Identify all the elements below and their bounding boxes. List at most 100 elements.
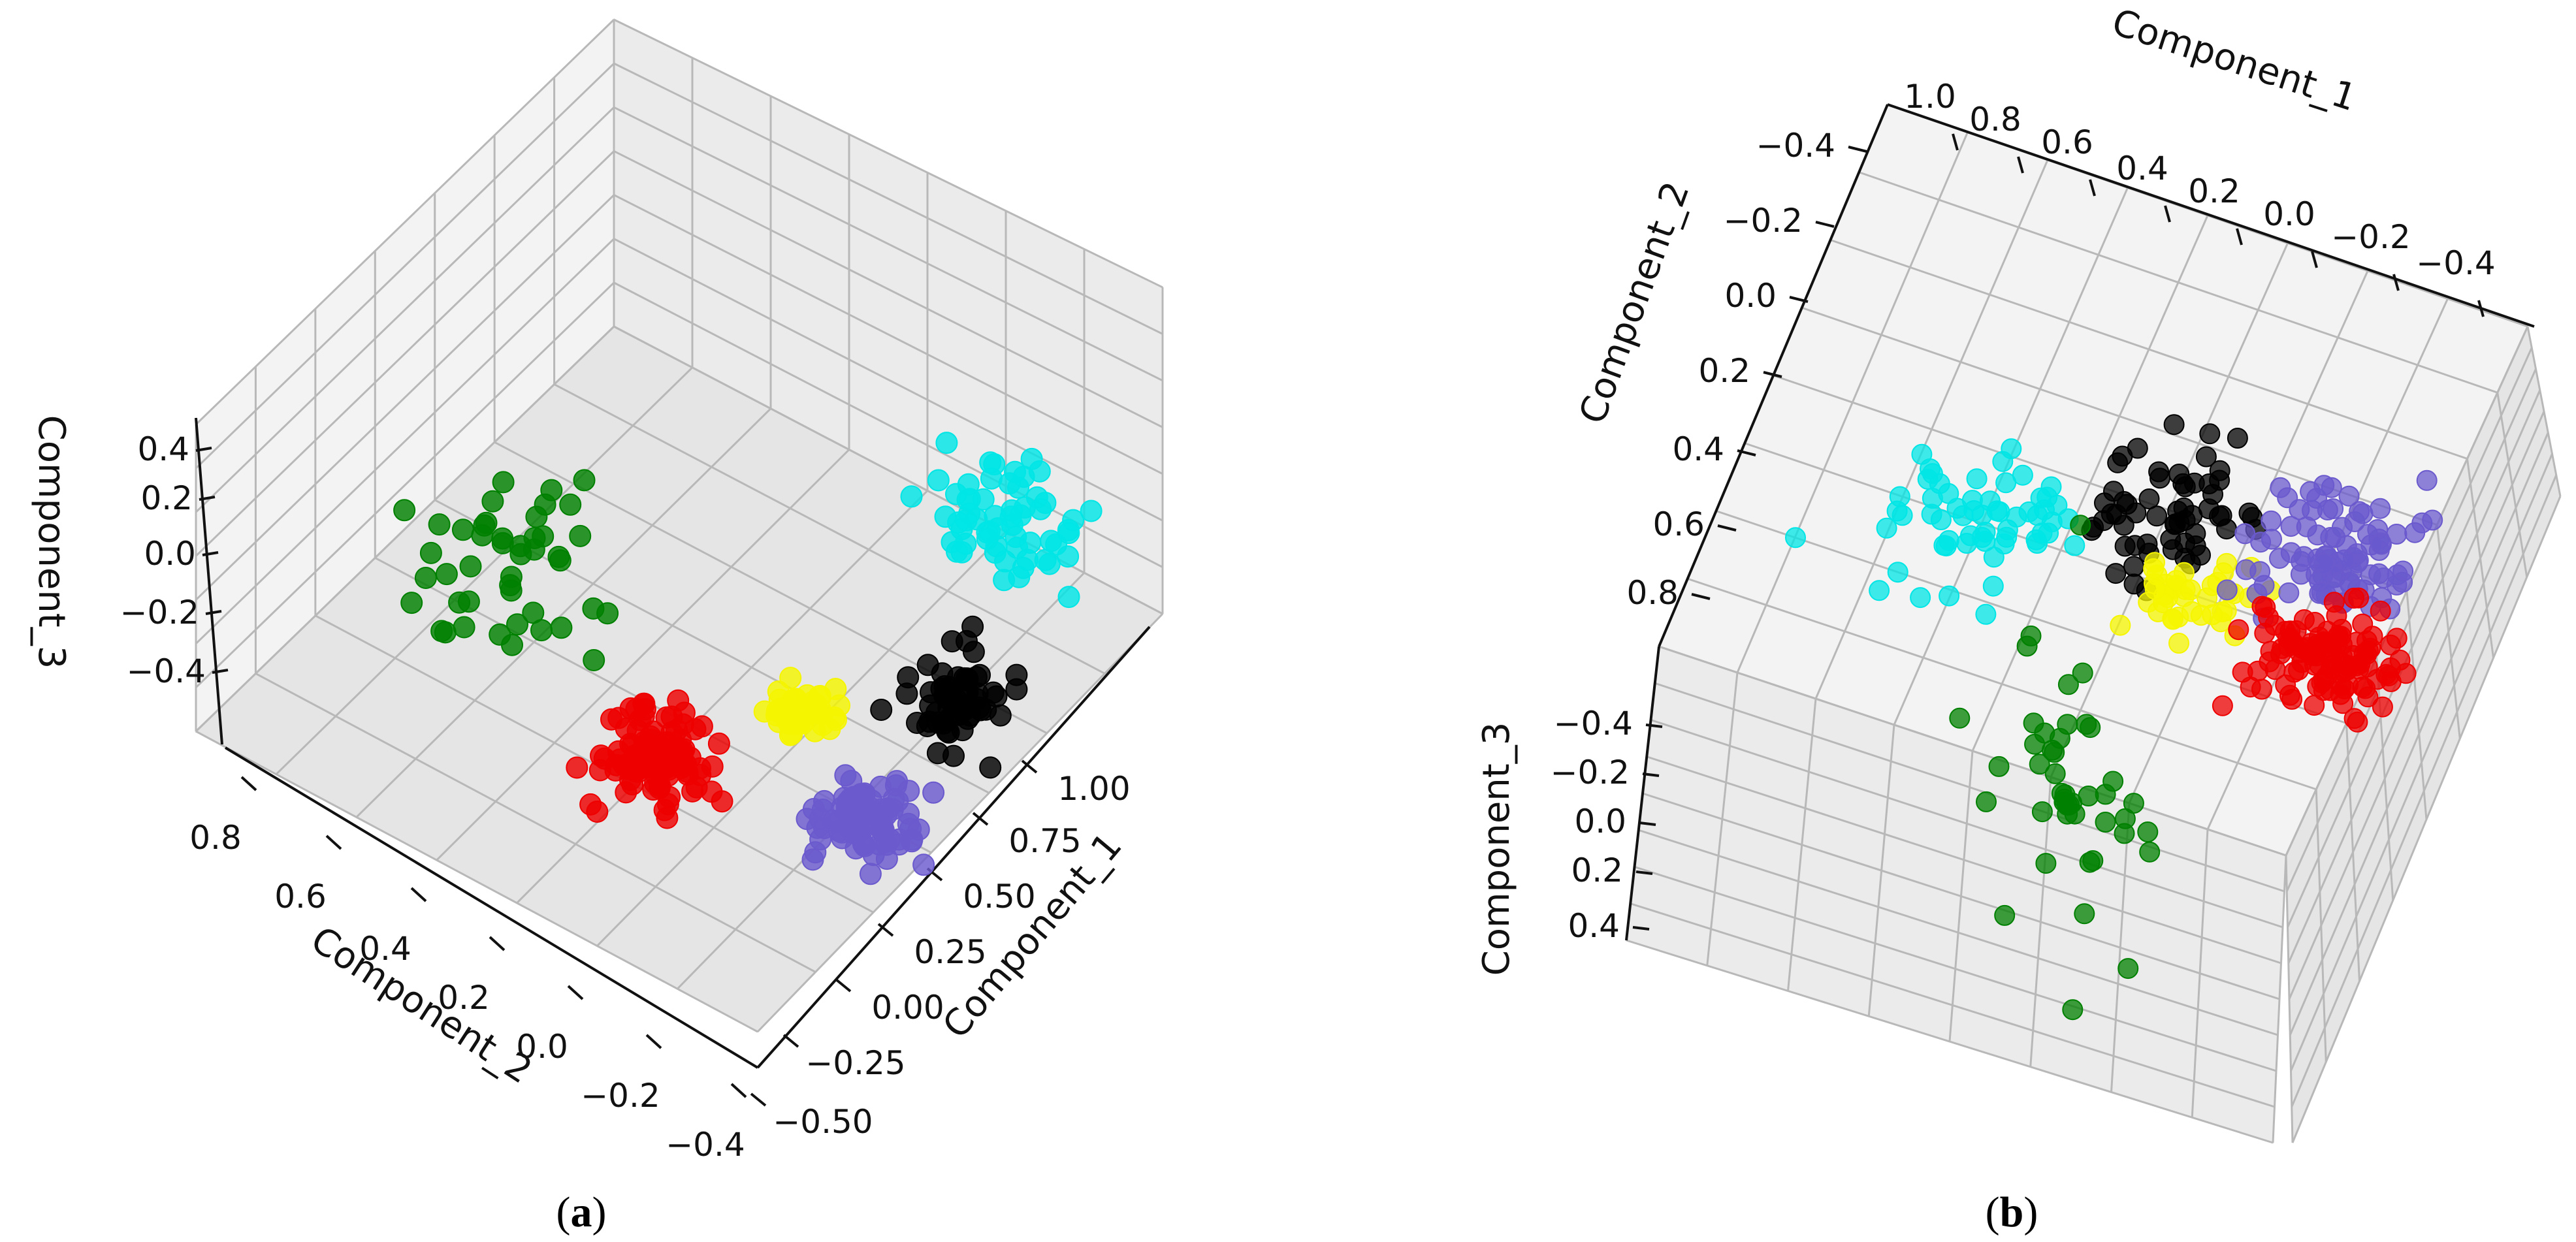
x-tick-mark <box>972 812 989 826</box>
data-point-red <box>690 715 713 738</box>
data-point-black <box>926 742 949 765</box>
data-point-cyan <box>958 488 981 511</box>
x-tick-label: −0.50 <box>773 1103 873 1141</box>
x-tick-label: 0.4 <box>2116 150 2168 187</box>
data-point-green <box>2102 771 2124 792</box>
data-point-green <box>2031 801 2053 823</box>
data-point-red <box>2326 634 2347 656</box>
data-point-red <box>700 780 723 803</box>
data-point-red <box>2380 634 2402 656</box>
data-point-green <box>547 545 570 568</box>
data-point-green <box>1994 904 2016 926</box>
data-point-slateblue <box>2422 509 2443 531</box>
data-point-slateblue <box>2250 532 2272 553</box>
data-point-cyan <box>2027 533 2048 554</box>
z-tick-label: −0.2 <box>120 594 199 631</box>
data-point-slateblue <box>2404 522 2426 543</box>
data-point-green <box>2057 803 2078 825</box>
data-point-black <box>939 684 962 707</box>
data-point-cyan <box>1029 498 1052 520</box>
grid-line <box>613 238 1163 522</box>
data-point-red <box>2332 693 2354 714</box>
grid-line <box>553 383 1106 675</box>
data-point-red <box>2330 662 2351 684</box>
data-point-yellow <box>2162 609 2183 630</box>
data-point-green <box>1988 756 2010 777</box>
data-point-green <box>569 524 592 547</box>
data-point-black <box>870 699 893 721</box>
z-tick-label: 0.4 <box>137 430 189 468</box>
data-point-cyan <box>1892 505 1913 526</box>
data-point-red <box>586 801 609 823</box>
data-point-black <box>1005 678 1028 701</box>
z-tick-mark <box>195 447 212 452</box>
data-point-green <box>2057 714 2078 735</box>
z-tick-label: 0.4 <box>1568 907 1620 945</box>
panel-a-y-axis-label: Component_2 <box>303 918 539 1092</box>
z-tick-label: 0.2 <box>1571 852 1623 889</box>
panel-a-y-axis-line <box>224 746 759 1069</box>
data-point-slateblue <box>886 770 909 793</box>
data-point-slateblue <box>922 781 945 804</box>
data-point-red <box>2300 633 2322 654</box>
data-point-cyan <box>979 451 1002 474</box>
data-point-green <box>501 633 523 656</box>
data-point-green <box>2076 714 2097 735</box>
panel-a-x-axis-line <box>756 626 1151 1069</box>
data-point-black <box>952 699 974 722</box>
data-point-cyan <box>965 508 988 531</box>
data-point-slateblue <box>2270 477 2291 498</box>
y-tick-label: 0.2 <box>1698 352 1750 390</box>
data-point-slateblue <box>2360 564 2381 586</box>
y-tick-label: 0.4 <box>1672 430 1724 468</box>
data-point-black <box>2148 461 2170 483</box>
z-tick-label: 0.0 <box>144 535 196 573</box>
y-tick-mark <box>1691 593 1711 600</box>
data-point-green <box>2139 841 2161 863</box>
data-point-slateblue <box>2261 510 2282 532</box>
grid-line <box>195 194 615 601</box>
data-point-black <box>2183 472 2205 494</box>
y-tick-mark <box>410 887 427 902</box>
z-tick-label: −0.4 <box>1554 705 1633 742</box>
data-point-green <box>2062 999 2084 1021</box>
x-tick-label: 0.50 <box>963 878 1035 916</box>
x-tick-label: 0.6 <box>2041 123 2093 161</box>
grid-line <box>195 730 758 1033</box>
data-point-slateblue <box>2371 533 2392 555</box>
x-tick-label: −0.2 <box>2331 218 2410 256</box>
data-point-black <box>931 662 954 685</box>
data-point-red <box>2343 588 2364 609</box>
grid-line <box>1634 866 2277 1072</box>
data-point-slateblue <box>822 809 845 832</box>
y-tick-mark <box>1737 449 1756 456</box>
grid-line <box>2291 496 2562 1143</box>
grid-line <box>1638 829 2278 1036</box>
z-tick-mark <box>1642 772 1660 777</box>
panel-b-caption: (b) <box>1986 1188 2038 1236</box>
data-point-cyan <box>2027 505 2048 526</box>
data-point-cyan <box>994 550 1016 573</box>
data-point-green <box>414 567 437 589</box>
data-point-green <box>2029 754 2050 775</box>
y-tick-mark <box>1763 371 1782 378</box>
data-point-cyan <box>1956 533 1978 554</box>
data-point-yellow <box>779 667 802 690</box>
y-tick-mark <box>1815 221 1835 228</box>
data-point-black <box>2146 505 2168 527</box>
y-tick-label: −0.4 <box>1756 127 1835 165</box>
data-point-green <box>435 563 458 586</box>
x-tick-label: 1.0 <box>1904 78 1956 116</box>
z-tick-mark <box>199 496 216 501</box>
data-point-green <box>559 493 582 516</box>
data-point-red <box>643 738 666 761</box>
data-point-black <box>2106 503 2127 525</box>
data-point-black <box>2112 445 2133 467</box>
x-tick-mark <box>2236 228 2243 246</box>
data-point-green <box>471 524 494 547</box>
z-tick-mark <box>1639 821 1656 826</box>
grid-line <box>613 194 1163 475</box>
data-point-red <box>2251 596 2273 617</box>
x-tick-mark <box>1021 759 1038 774</box>
y-tick-mark <box>489 936 506 951</box>
